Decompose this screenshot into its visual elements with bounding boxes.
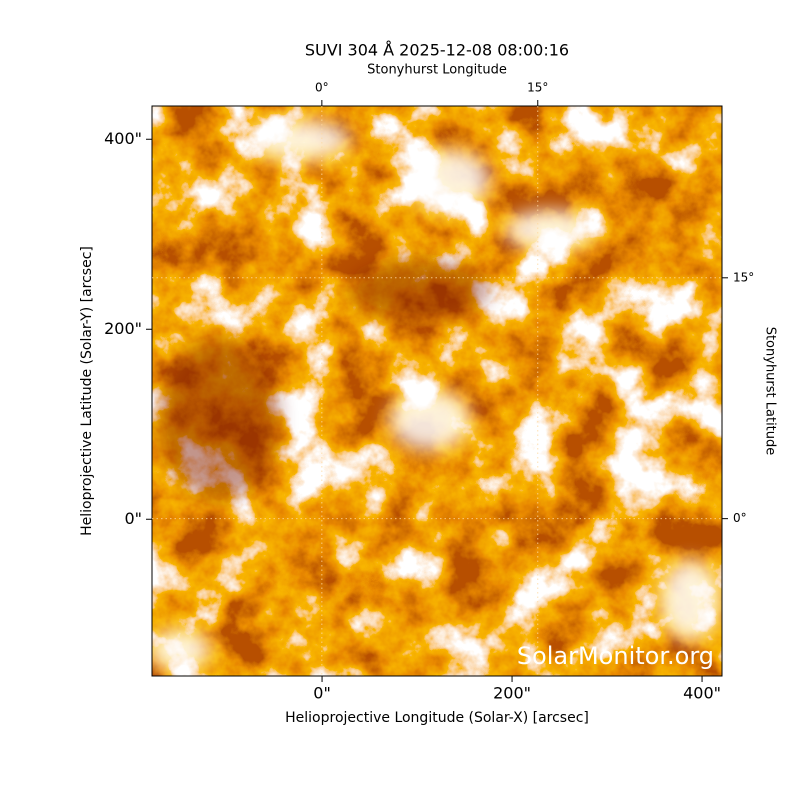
x2-tick-label: 0°	[315, 81, 329, 95]
x-tick-label: 400"	[683, 684, 721, 703]
x-tick-label: 0"	[313, 684, 331, 703]
y2-tick-label: 15°	[733, 270, 754, 284]
chart-title: SUVI 304 Å 2025-12-08 08:00:16	[305, 41, 569, 60]
y-tick-label: 400"	[104, 129, 142, 148]
watermark: SolarMonitor.org	[517, 642, 714, 670]
x2-tick-label: 15°	[527, 81, 548, 95]
x-tick-label: 200"	[493, 684, 531, 703]
x2-axis-label: Stonyhurst Longitude	[367, 63, 507, 78]
x-axis-label: Helioprojective Longitude (Solar-X) [arc…	[285, 710, 589, 726]
y-axis-label: Helioprojective Latitude (Solar-Y) [arcs…	[79, 246, 95, 536]
y-tick-label: 0"	[124, 509, 142, 528]
y2-tick-label: 0°	[733, 511, 747, 525]
y2-axis-label: Stonyhurst Latitude	[763, 327, 778, 456]
plot-frame	[151, 105, 723, 677]
solar-image	[152, 106, 722, 676]
y-tick-label: 200"	[104, 319, 142, 338]
